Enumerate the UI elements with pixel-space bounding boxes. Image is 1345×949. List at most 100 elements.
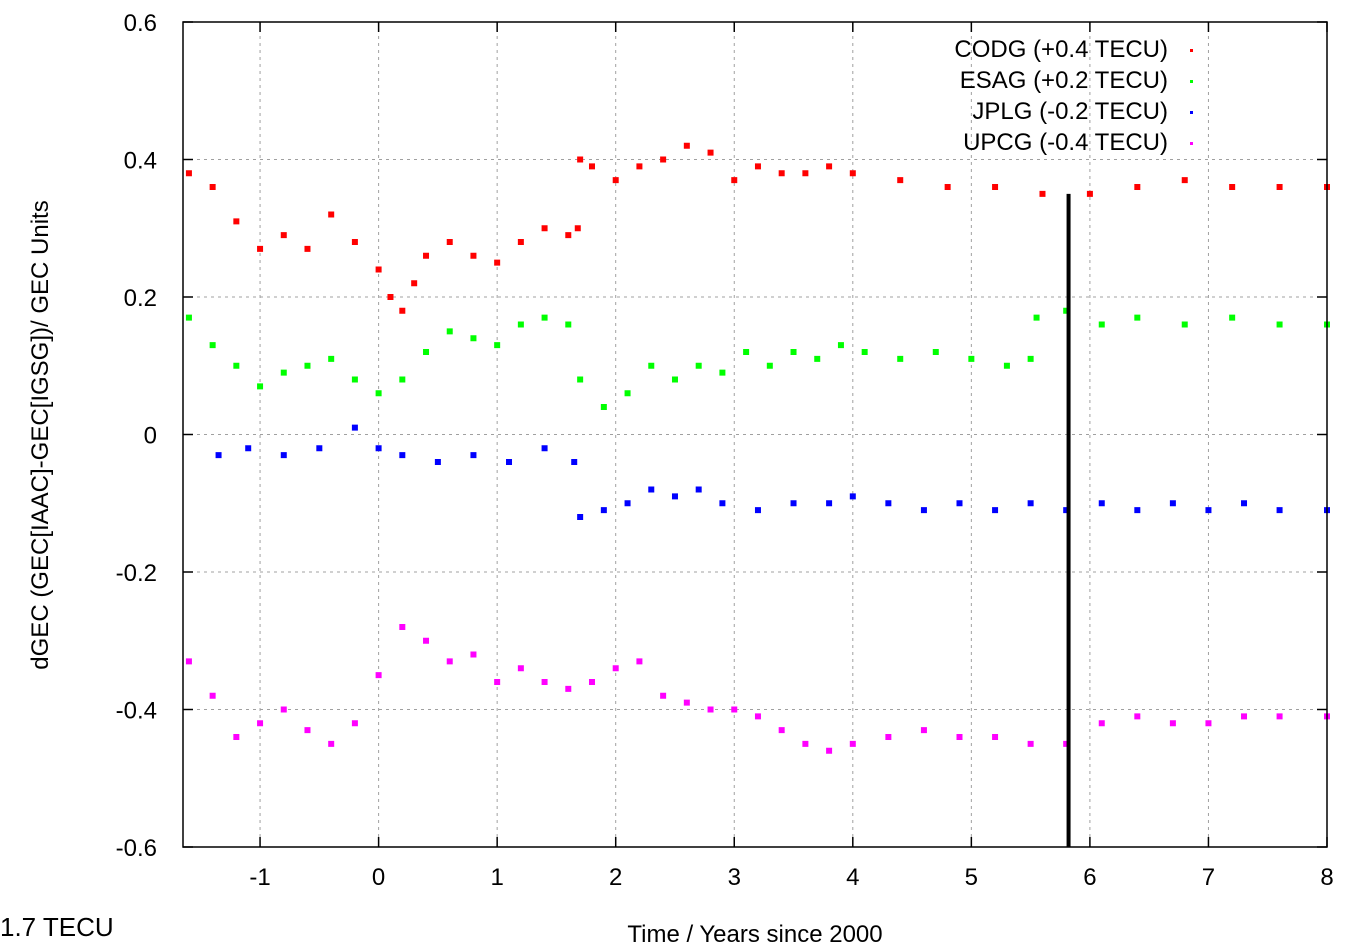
x-tick-label: 4 bbox=[846, 864, 859, 891]
data-point bbox=[1276, 184, 1283, 190]
data-point bbox=[1039, 190, 1046, 197]
data-point bbox=[565, 685, 572, 692]
data-point bbox=[470, 252, 477, 259]
data-point bbox=[304, 362, 311, 369]
data-point bbox=[826, 163, 833, 170]
x-tick-label: 6 bbox=[1083, 864, 1096, 891]
data-point bbox=[1229, 314, 1236, 321]
data-point bbox=[351, 720, 358, 727]
data-point bbox=[885, 734, 892, 740]
data-point bbox=[600, 404, 607, 410]
data-point bbox=[588, 163, 595, 170]
data-point bbox=[897, 177, 904, 184]
data-point bbox=[257, 245, 264, 252]
data-point bbox=[802, 170, 809, 177]
legend-swatch bbox=[1190, 111, 1193, 114]
data-point bbox=[861, 349, 868, 355]
data-point bbox=[1241, 713, 1248, 720]
x-tick-label: 7 bbox=[1202, 864, 1215, 891]
data-point bbox=[837, 342, 844, 349]
series-0 bbox=[185, 142, 1330, 314]
data-point bbox=[574, 225, 581, 232]
data-point bbox=[1033, 314, 1040, 321]
data-point bbox=[1098, 500, 1105, 507]
data-point bbox=[517, 665, 524, 672]
data-point bbox=[1229, 184, 1236, 190]
data-point bbox=[446, 328, 453, 335]
data-point bbox=[423, 252, 430, 259]
data-point bbox=[754, 163, 761, 170]
data-point bbox=[1134, 184, 1141, 190]
axis-ticks: -1 0 1 2 3 4 5 6 7 8 0.6 0.4 0.2 0 -0.2 -0.4 -0.6 bbox=[116, 10, 1334, 891]
data-point bbox=[790, 500, 797, 507]
data-point bbox=[399, 376, 406, 383]
data-point bbox=[1181, 177, 1188, 184]
data-point bbox=[849, 493, 856, 500]
y-tick-label: -0.4 bbox=[116, 698, 157, 725]
data-point bbox=[517, 321, 524, 328]
data-point bbox=[423, 349, 430, 355]
legend-label: UPCG (-0.4 TECU) bbox=[963, 129, 1168, 156]
data-point bbox=[209, 692, 216, 699]
data-point bbox=[571, 459, 578, 465]
x-tick-label: 1 bbox=[490, 864, 503, 891]
legend-swatch bbox=[1190, 142, 1193, 145]
data-point bbox=[683, 142, 690, 149]
y-tick-label: 0.6 bbox=[124, 10, 157, 37]
data-point bbox=[434, 459, 441, 465]
legend-label: CODG (+0.4 TECU) bbox=[954, 36, 1168, 63]
data-point bbox=[624, 390, 631, 397]
data-point bbox=[1276, 507, 1283, 514]
x-tick-label: 2 bbox=[609, 864, 622, 891]
data-point bbox=[185, 170, 192, 177]
data-point bbox=[470, 335, 477, 342]
data-point bbox=[245, 445, 252, 452]
data-point bbox=[648, 486, 655, 493]
y-axis-label: dGEC (GEC[IAAC]-GEC[IGSG])/ GEC Units bbox=[27, 200, 54, 669]
data-point bbox=[944, 184, 951, 190]
data-point bbox=[849, 170, 856, 177]
data-point bbox=[577, 156, 584, 163]
corner-note: 1.7 TECU bbox=[0, 912, 114, 942]
data-point bbox=[719, 369, 726, 376]
data-point bbox=[992, 184, 999, 190]
data-point bbox=[1098, 321, 1105, 328]
data-point bbox=[1063, 307, 1070, 314]
data-point bbox=[826, 747, 833, 754]
data-point bbox=[790, 349, 797, 355]
data-point bbox=[257, 720, 264, 727]
data-point bbox=[375, 266, 382, 273]
data-point bbox=[885, 500, 892, 507]
data-point bbox=[956, 734, 963, 740]
data-point bbox=[1063, 740, 1070, 747]
data-point bbox=[956, 500, 963, 507]
data-point bbox=[280, 232, 287, 239]
data-point bbox=[1086, 190, 1093, 197]
data-point bbox=[778, 727, 785, 734]
data-point bbox=[209, 342, 216, 349]
data-point bbox=[577, 514, 584, 520]
data-point bbox=[766, 362, 773, 369]
data-point bbox=[399, 307, 406, 314]
data-point bbox=[920, 507, 927, 514]
data-point bbox=[209, 184, 216, 190]
data-point bbox=[671, 493, 678, 500]
data-point bbox=[707, 706, 714, 713]
data-point bbox=[802, 740, 809, 747]
data-point bbox=[1205, 720, 1212, 727]
data-point bbox=[446, 239, 453, 245]
legend: CODG (+0.4 TECU) ESAG (+0.2 TECU) JPLG (-0… bbox=[954, 36, 1193, 156]
data-point bbox=[411, 280, 418, 287]
legend-label: ESAG (+0.2 TECU) bbox=[960, 67, 1168, 94]
data-point bbox=[541, 314, 548, 321]
x-tick-label: -1 bbox=[249, 864, 270, 891]
data-point bbox=[1027, 740, 1034, 747]
data-point bbox=[351, 239, 358, 245]
data-point bbox=[541, 679, 548, 685]
data-point bbox=[1134, 314, 1141, 321]
data-point bbox=[328, 211, 335, 218]
data-point bbox=[351, 376, 358, 383]
data-point bbox=[316, 445, 323, 452]
data-point bbox=[992, 734, 999, 740]
legend-swatch bbox=[1190, 49, 1193, 52]
